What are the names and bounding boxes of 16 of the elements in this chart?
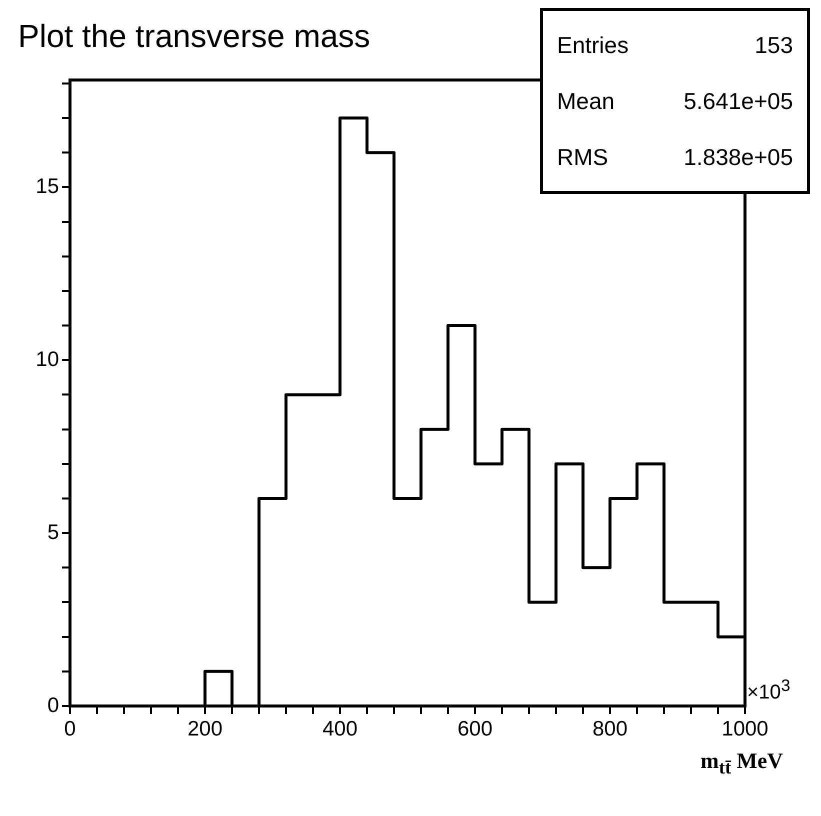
y-tick-label: 15 [36,175,59,198]
y-tick-label: 10 [36,348,59,371]
x-tick-label: 400 [322,717,358,740]
text: ×10$^{3}$ [747,676,790,705]
text: Mean 5.641e+05 [557,88,793,114]
text: Entries 153 [557,32,793,58]
x-tick-label: 600 [457,717,493,740]
x-tick-label: 200 [187,717,223,740]
x-tick-label: 0 [64,717,76,740]
y-tick-label: 5 [47,520,59,544]
x-tick-label: 1000 [722,717,768,740]
y-tick-label: 0 [47,694,59,717]
x-axis-title: m$_{tt̄}$ MeV [700,748,783,778]
chart-title: Plot the transverse mass [18,18,370,55]
x-tick-label: 800 [592,717,628,740]
text: RMS 1.838e+05 [557,144,793,170]
